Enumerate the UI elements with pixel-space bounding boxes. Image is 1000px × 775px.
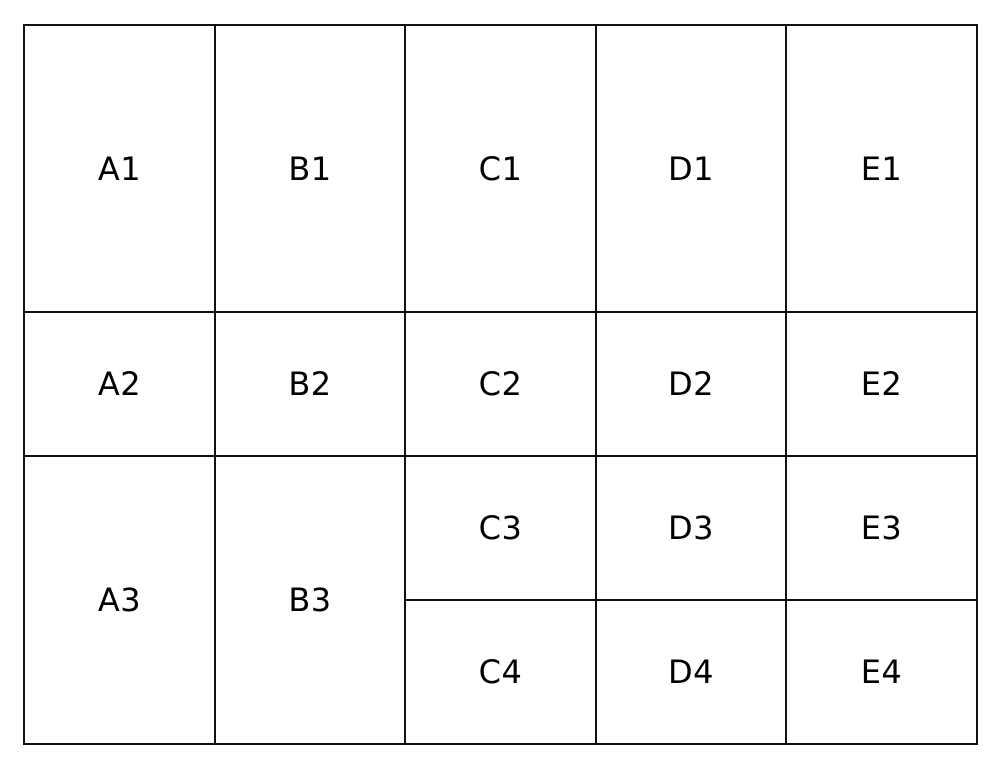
cell-d1: D1 [595, 24, 787, 313]
cell-e3: E3 [785, 455, 978, 601]
grid-row-1: A1 B1 C1 D1 E1 [23, 24, 978, 313]
cell-b3: B3 [214, 455, 406, 745]
cell-b1: B1 [214, 24, 406, 313]
cell-b2: B2 [214, 311, 406, 457]
cell-a2: A2 [23, 311, 216, 457]
cell-e2: E2 [785, 311, 978, 457]
cell-d4: D4 [595, 599, 787, 745]
cell-grid-table: A1 B1 C1 D1 E1 A2 B2 C2 D2 E2 A3 B3 C3 D… [23, 24, 978, 745]
cell-d3: D3 [595, 455, 787, 601]
cell-c4: C4 [404, 599, 597, 745]
cell-c3: C3 [404, 455, 597, 601]
grid-row-4: C4 D4 E4 [24, 599, 978, 745]
grid-row-3: A3 B3 C3 D3 E3 [23, 455, 978, 745]
cell-a3: A3 [23, 455, 216, 745]
cell-d2: D2 [595, 311, 787, 457]
cell-a1: A1 [23, 24, 216, 313]
cell-c1: C1 [404, 24, 597, 313]
cell-e1: E1 [785, 24, 978, 313]
cell-c2: C2 [404, 311, 597, 457]
grid-row-2: A2 B2 C2 D2 E2 [23, 311, 978, 457]
grid-diagram: A1 B1 C1 D1 E1 A2 B2 C2 D2 E2 A3 B3 C3 D… [23, 24, 978, 745]
cell-e4: E4 [785, 599, 978, 745]
